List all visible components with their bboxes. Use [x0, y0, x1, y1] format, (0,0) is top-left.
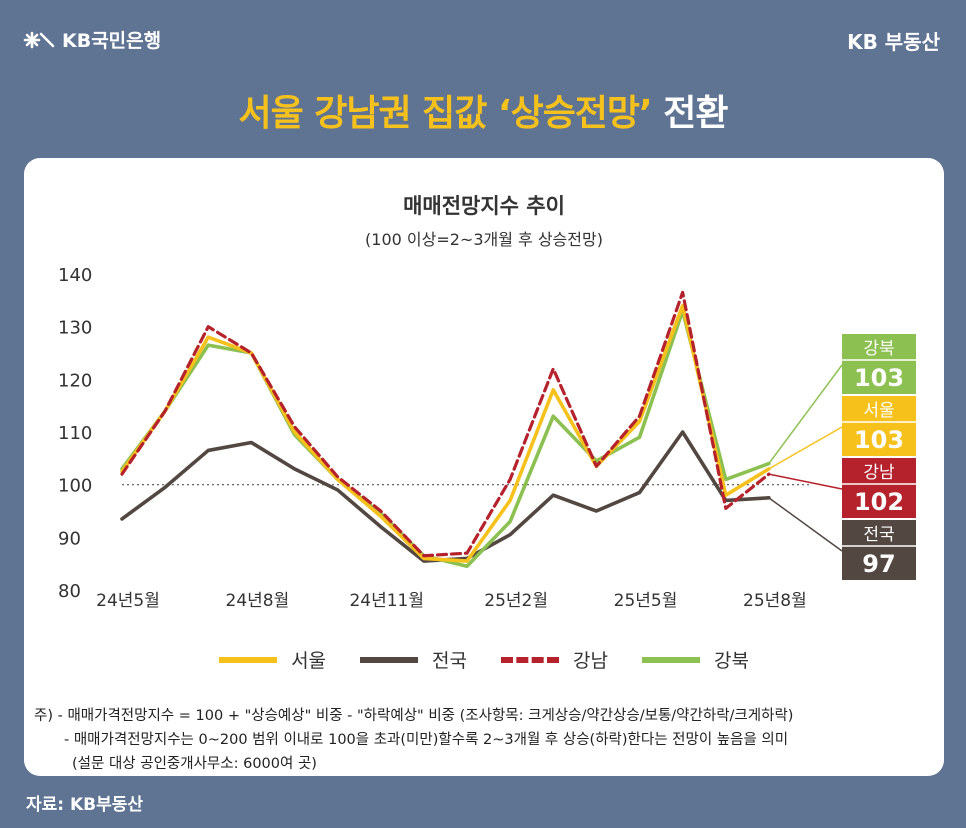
footnote-line-1: 주) - 매매가격전망지수 = 100 + "상승예상" 비중 - "하락예상"… — [34, 708, 794, 724]
y-tick-label-6: 140 — [58, 265, 92, 286]
badge-connector-강남 — [768, 473, 843, 490]
series-line-전국 — [120, 430, 771, 563]
badge-connector-서울 — [768, 426, 843, 470]
brand-name: KB 부동산 — [847, 30, 940, 54]
x-tick-label-1: 24년8월 — [226, 591, 290, 611]
x-tick-label-4: 25년5월 — [614, 591, 678, 611]
y-tick-label-2: 100 — [58, 476, 92, 497]
y-tick-label-5: 130 — [58, 318, 92, 339]
legend-swatch-서울 — [219, 656, 278, 663]
badge-connector-강북 — [768, 364, 843, 465]
source-credit: 자료: KB부동산 — [26, 795, 144, 815]
legend-label-서울: 서울 — [291, 650, 327, 672]
legend-label-강북: 강북 — [713, 650, 749, 672]
end-badge-value-전국: 97 — [862, 550, 895, 578]
chart-subtitle: (100 이상=2~3개월 후 상승전망) — [365, 230, 603, 249]
legend-item-서울: 서울 — [219, 646, 326, 673]
legend-swatch-전국 — [360, 656, 419, 663]
legend-swatch-강남 — [501, 656, 559, 663]
footnote-line-3: (설문 대상 공인중개사무소: 6000여 곳) — [72, 756, 317, 772]
chart-panel: 매매전망지수 추이 (100 이상=2~3개월 후 상승전망) 80 90 100 1… — [24, 158, 944, 776]
legend-item-강남: 강남 — [501, 646, 608, 673]
end-badge-value-강남: 102 — [854, 488, 904, 516]
legend-label-강남: 강남 — [573, 650, 608, 672]
end-badge-name-서울: 서울 — [863, 401, 894, 421]
x-tick-label-3: 25년2월 — [484, 591, 548, 611]
legend-label-전국: 전국 — [432, 650, 467, 672]
series-line-강북 — [120, 309, 771, 569]
end-badge-name-강남: 강남 — [863, 463, 895, 483]
end-badge-강북 — [842, 334, 916, 394]
end-badge-name-전국: 전국 — [863, 525, 894, 545]
y-tick-label-4: 120 — [58, 370, 92, 391]
headline: 서울 강남권 집값 ‘상승전망’ 전환 — [0, 84, 966, 136]
badge-connector-전국 — [768, 497, 843, 552]
bank-logo: KB국민은행 — [22, 26, 161, 53]
headline-rest: 전환 — [663, 93, 728, 134]
footnote-line-2: - 매매가격전망지수는 0~200 범위 이내로 100을 초과(미만)할수록 … — [64, 732, 789, 748]
end-badge-name-강북: 강북 — [863, 339, 894, 359]
legend-item-강북: 강북 — [641, 646, 749, 673]
line-chart: 80 90 100 110 120 130 140 24년5월 24년8월 24년11월 25년2월… — [58, 265, 916, 611]
end-badge-강남 — [842, 458, 916, 518]
end-badge-서울 — [842, 396, 916, 456]
chart-title: 매매전망지수 추이 — [403, 194, 565, 218]
y-tick-label-3: 110 — [58, 423, 92, 444]
end-badge-value-강북: 103 — [854, 364, 904, 392]
headline-highlight: 서울 강남권 집값 ‘상승전망’ — [238, 93, 652, 134]
legend-item-전국: 전국 — [360, 646, 467, 673]
footnotes: 주) - 매매가격전망지수 = 100 + "상승예상" 비중 - "하락예상"… — [34, 704, 793, 776]
series-line-강남 — [120, 290, 771, 558]
y-tick-label-1: 90 — [58, 528, 81, 549]
x-tick-label-0: 24년5월 — [96, 591, 160, 611]
end-badge-전국 — [842, 520, 916, 580]
end-badge-value-서울: 103 — [854, 426, 904, 454]
legend-swatch-강북 — [641, 656, 700, 663]
y-tick-label-0: 80 — [58, 581, 81, 602]
chart-legend: 서울 전국 강남 강북 — [24, 646, 944, 673]
series-line-서울 — [120, 303, 771, 563]
bank-name: KB국민은행 — [62, 30, 162, 52]
x-tick-label-5: 25년8월 — [743, 591, 807, 611]
star-logo-icon — [23, 31, 55, 48]
x-tick-label-2: 24년11월 — [349, 591, 424, 611]
